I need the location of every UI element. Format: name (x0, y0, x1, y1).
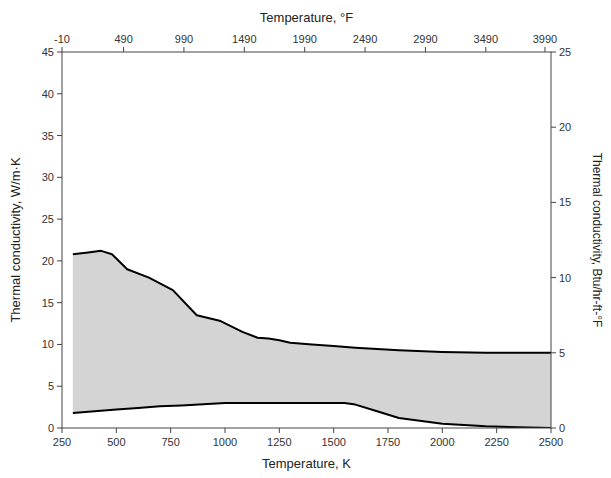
x-tick (551, 428, 552, 433)
x2-tick-label: 3990 (533, 33, 557, 45)
x-tick (170, 428, 171, 433)
y-tick (57, 177, 62, 178)
y-tick-label: 30 (42, 171, 54, 183)
x2-tick-label: 3490 (474, 33, 498, 45)
x2-tick-label: 2990 (413, 33, 437, 45)
x-tick (225, 428, 226, 433)
x2-tick-label: -10 (54, 33, 70, 45)
y-tick-label: 40 (42, 88, 54, 100)
x2-tick (183, 47, 184, 52)
y-tick (57, 52, 62, 53)
x2-tick-label: 1990 (292, 33, 316, 45)
x2-tick (544, 47, 545, 52)
x2-tick (123, 47, 124, 52)
x-tick (279, 428, 280, 433)
y-tick-label: 20 (42, 255, 54, 267)
x-tick-label: 1000 (213, 436, 237, 448)
y-tick-label: 35 (42, 130, 54, 142)
y2-tick (551, 52, 556, 53)
x-tick (442, 428, 443, 433)
y2-tick-label: 20 (559, 121, 571, 133)
y-tick (57, 219, 62, 220)
x2-tick (62, 47, 63, 52)
x2-tick-label: 490 (114, 33, 132, 45)
x2-tick (425, 47, 426, 52)
x-tick-label: 250 (53, 436, 71, 448)
x-tick-label: 1250 (267, 436, 291, 448)
x2-tick (485, 47, 486, 52)
boundary-line (73, 403, 551, 428)
y2-tick-label: 10 (559, 272, 571, 284)
x-tick (116, 428, 117, 433)
x2-tick (244, 47, 245, 52)
y2-tick (551, 277, 556, 278)
y2-tick-label: 25 (559, 46, 571, 58)
x-tick-label: 500 (107, 436, 125, 448)
x2-axis-label: Temperature, °F (260, 10, 353, 25)
y-tick-label: 5 (48, 380, 54, 392)
plot-data (73, 251, 551, 428)
y-tick (57, 135, 62, 136)
y-tick-label: 10 (42, 338, 54, 350)
y-axis-label: Thermal conductivity, W/m·K (8, 157, 23, 323)
y-tick-label: 25 (42, 213, 54, 225)
y2-tick (551, 428, 556, 429)
y2-tick (551, 127, 556, 128)
y2-tick (551, 352, 556, 353)
chart: 2505007501000125015001750200022502500Tem… (0, 0, 611, 478)
x2-tick-label: 2490 (353, 33, 377, 45)
background (0, 0, 611, 478)
x-tick-label: 1750 (376, 436, 400, 448)
y-tick (57, 302, 62, 303)
y-tick-label: 0 (48, 422, 54, 434)
x-tick-label: 750 (161, 436, 179, 448)
x-tick-label: 2250 (484, 436, 508, 448)
y2-tick-label: 0 (559, 422, 565, 434)
axes: 2505007501000125015001750200022502500Tem… (8, 10, 604, 471)
x2-tick-label: 990 (175, 33, 193, 45)
x-tick (496, 428, 497, 433)
x-tick (333, 428, 334, 433)
boundary-line (73, 251, 551, 353)
y2-tick-label: 15 (559, 196, 571, 208)
x-tick-label: 2500 (539, 436, 563, 448)
x2-tick (365, 47, 366, 52)
x-tick (62, 428, 63, 433)
x-axis-label: Temperature, K (262, 456, 351, 471)
plot-frame (62, 52, 551, 428)
x2-tick (304, 47, 305, 52)
y-tick-label: 45 (42, 46, 54, 58)
x-tick-label: 2000 (430, 436, 454, 448)
y-tick (57, 386, 62, 387)
x-tick-label: 1500 (321, 436, 345, 448)
y-tick (57, 260, 62, 261)
x2-tick-label: 1490 (232, 33, 256, 45)
y2-axis-label: Thermal conductivity, Btu/hr-ft-°F (590, 153, 604, 328)
y-tick (57, 428, 62, 429)
y2-tick (551, 202, 556, 203)
y-tick (57, 344, 62, 345)
y-tick-label: 15 (42, 297, 54, 309)
y2-tick-label: 5 (559, 347, 565, 359)
range-area (73, 251, 551, 428)
x-tick (388, 428, 389, 433)
y-tick (57, 93, 62, 94)
